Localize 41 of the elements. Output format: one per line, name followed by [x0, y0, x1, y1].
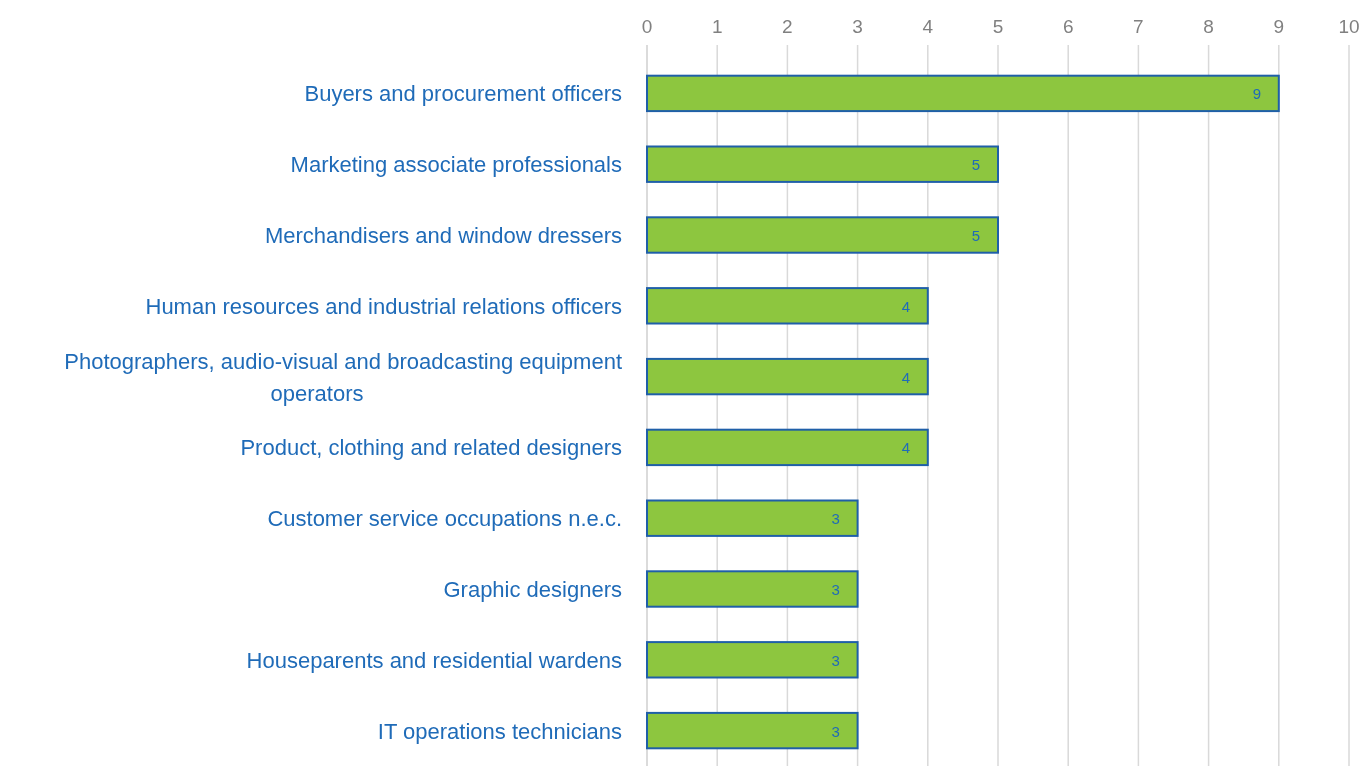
data-label: 4 — [901, 297, 910, 315]
y-tick-label: Customer service occupations n.e.c. — [267, 506, 622, 532]
x-tick-label: 3 — [852, 16, 863, 37]
y-tick-label: IT operations technicians — [377, 718, 622, 744]
bar — [646, 428, 929, 467]
bar — [646, 357, 929, 396]
bar — [646, 641, 859, 679]
y-tick-label: Marketing associate professionals — [290, 152, 622, 178]
data-label: 4 — [901, 439, 910, 457]
y-tick-label: Product, clothing and related designers — [240, 435, 622, 461]
bar — [646, 216, 999, 254]
x-tick-label: 10 — [1338, 16, 1360, 37]
data-label: 4 — [901, 368, 910, 386]
data-label: 3 — [831, 651, 840, 669]
y-tick-label: Photographers, audio-visual and broadcasting equipment operators — [64, 348, 622, 406]
x-tick-label: 4 — [922, 16, 934, 37]
bar — [646, 287, 929, 325]
x-tick-label: 9 — [1273, 16, 1285, 37]
x-tick-label: 6 — [1062, 16, 1074, 37]
y-tick-label: Human resources and industrial relations officers — [145, 293, 622, 319]
data-label: 3 — [831, 510, 840, 528]
data-label: 5 — [971, 156, 981, 174]
y-tick-label: Houseparents and residential wardens — [246, 647, 622, 673]
x-tick-label: 5 — [992, 16, 1004, 37]
x-tick-label: 7 — [1133, 16, 1144, 37]
y-tick-label: Graphic designers — [443, 577, 622, 602]
x-tick-label: 2 — [782, 16, 793, 37]
x-tick-label: 1 — [711, 16, 723, 37]
bar — [646, 499, 859, 537]
data-label: 3 — [831, 722, 840, 740]
bar — [646, 74, 1280, 113]
y-tick-label: Buyers and procurement officers — [304, 81, 622, 107]
bar — [646, 711, 859, 750]
bar — [646, 145, 999, 183]
x-tick-label: 8 — [1203, 16, 1214, 37]
y-tick-label: Merchandisers and window dressers — [264, 223, 622, 248]
data-label: 5 — [971, 227, 981, 244]
x-tick-label: 0 — [641, 16, 653, 37]
bar — [646, 570, 859, 608]
data-label: 9 — [1252, 85, 1261, 103]
data-label: 3 — [831, 581, 840, 598]
